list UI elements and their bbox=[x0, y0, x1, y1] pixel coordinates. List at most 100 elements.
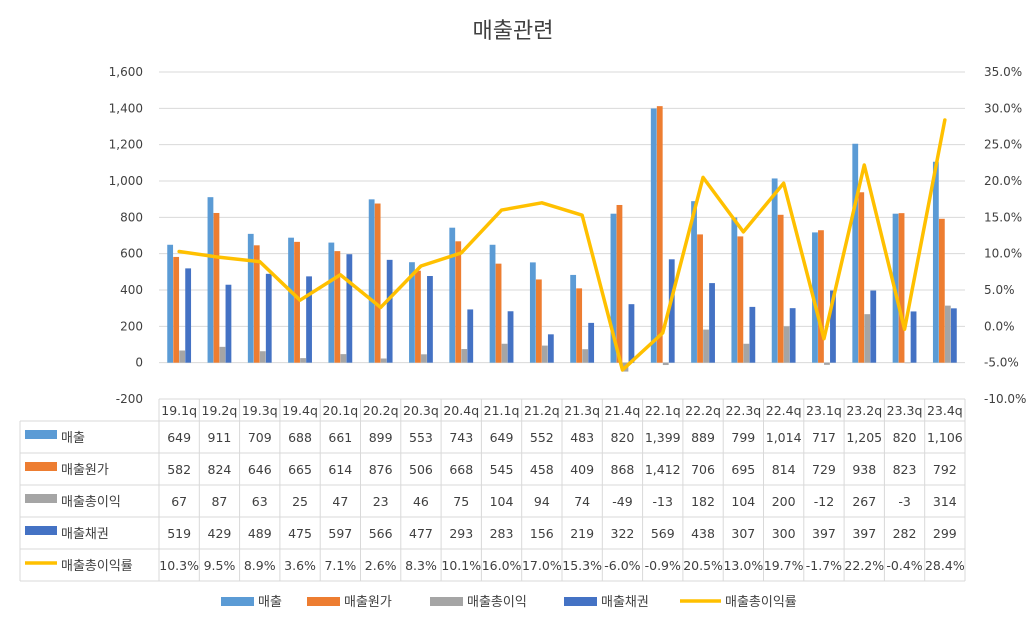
legend: 매출 매출원가 매출총이익 매출채권 매출총이익률 bbox=[221, 595, 797, 610]
table-cell: 1,399 bbox=[645, 430, 681, 445]
bar-3-19.4q bbox=[300, 358, 306, 363]
table-cell: 322 bbox=[611, 526, 635, 541]
bar-1-21.3q bbox=[570, 274, 577, 363]
table-cell: 8.9% bbox=[244, 558, 276, 573]
bar-3-19.3q bbox=[259, 351, 266, 363]
table-cell: 13.0% bbox=[723, 558, 763, 573]
bar-2-22.4q bbox=[777, 214, 784, 363]
table-cell: 1,412 bbox=[645, 462, 681, 477]
legend-key-4 bbox=[564, 597, 597, 606]
table-cell: 219 bbox=[570, 526, 594, 541]
table-cell: 475 bbox=[288, 526, 312, 541]
bar-3-23.4q bbox=[944, 305, 951, 363]
category-label: 19.4q bbox=[282, 403, 318, 418]
category-label: 20.1q bbox=[322, 403, 358, 418]
y-tick-label: 800 bbox=[120, 210, 143, 224]
legend-label: 매출채권 bbox=[601, 595, 649, 610]
y-tick-label: 600 bbox=[120, 247, 143, 261]
data-table: 19.1q 19.2q 19.3q 19.4q 20.1q 20.2q 20.3q 20.4q… bbox=[19, 398, 966, 582]
bar-2-20.4q bbox=[455, 241, 462, 363]
table-cell: 569 bbox=[651, 526, 675, 541]
table-cell: 614 bbox=[328, 462, 352, 477]
bar-4-21.3q bbox=[588, 322, 595, 363]
table-cell: 156 bbox=[530, 526, 554, 541]
y-tick-label: 1,400 bbox=[109, 101, 143, 115]
table-key-4 bbox=[25, 526, 57, 535]
table-row-label: 매출채권 bbox=[61, 527, 109, 542]
bar-3-20.2q bbox=[380, 358, 387, 363]
bar-3-19.1q bbox=[179, 350, 186, 363]
bar-4-22.3q bbox=[749, 306, 756, 363]
table-cell: 16.0% bbox=[482, 558, 522, 573]
profit-margin-line bbox=[177, 118, 947, 372]
table-cell: 1,014 bbox=[766, 430, 802, 445]
legend-label: 매출 bbox=[258, 595, 282, 610]
bar-1-22.1q bbox=[650, 108, 657, 363]
table-cell: 597 bbox=[328, 526, 352, 541]
table-cell: -0.9% bbox=[645, 558, 681, 573]
table-cell: 409 bbox=[570, 462, 594, 477]
bar-3-20.1q bbox=[340, 354, 347, 363]
table-cell: 46 bbox=[413, 494, 429, 509]
table-cell: 566 bbox=[369, 526, 393, 541]
table-cell: 438 bbox=[691, 526, 715, 541]
table-cell: 824 bbox=[208, 462, 232, 477]
table-cell: 553 bbox=[409, 430, 433, 445]
bar-1-20.3q bbox=[409, 262, 415, 363]
category-label: 22.4q bbox=[766, 403, 802, 418]
bar-2-23.4q bbox=[938, 218, 945, 363]
bar-3-21.2q bbox=[541, 345, 548, 363]
table-cell: 911 bbox=[208, 430, 232, 445]
bar-3-22.3q bbox=[743, 343, 750, 363]
table-cell: 820 bbox=[893, 430, 917, 445]
bar-1-21.4q bbox=[610, 213, 617, 363]
table-cell: 489 bbox=[248, 526, 272, 541]
table-cell: 506 bbox=[409, 462, 433, 477]
table-cell: 743 bbox=[449, 430, 473, 445]
table-key-2 bbox=[25, 462, 57, 471]
table-cell: 938 bbox=[852, 462, 876, 477]
bar-2-20.2q bbox=[374, 203, 381, 363]
bar-3-22.2q bbox=[703, 329, 709, 363]
category-label: 23.1q bbox=[806, 403, 842, 418]
bar-4-22.4q bbox=[789, 308, 796, 363]
bar-1-21.1q bbox=[489, 244, 496, 363]
table-cell: 28.4% bbox=[925, 558, 965, 573]
bar-3-20.3q bbox=[421, 354, 427, 363]
category-label: 20.3q bbox=[403, 403, 439, 418]
y2-tick-label: 15.0% bbox=[984, 210, 1022, 224]
bar-2-21.2q bbox=[535, 279, 542, 363]
y-tick-label: 0 bbox=[135, 356, 143, 370]
bar-1-19.4q bbox=[288, 237, 294, 363]
table-row-label: 매출원가 bbox=[61, 463, 109, 478]
table-cell: 665 bbox=[288, 462, 312, 477]
bar-3-21.1q bbox=[501, 343, 508, 363]
chart-title: 매출관련 bbox=[473, 19, 554, 44]
table-cell: 1,106 bbox=[927, 430, 963, 445]
table-cell: 799 bbox=[731, 430, 755, 445]
table-cell: 87 bbox=[211, 494, 227, 509]
bar-3-22.4q bbox=[783, 326, 790, 363]
table-cell: 545 bbox=[490, 462, 514, 477]
y2-tick-label: 10.0% bbox=[984, 247, 1022, 261]
table-cell: 104 bbox=[490, 494, 514, 509]
legend-label: 매출총이익률 bbox=[725, 595, 797, 610]
bar-2-19.4q bbox=[294, 241, 300, 363]
table-cell: 1,205 bbox=[846, 430, 882, 445]
category-label: 23.2q bbox=[846, 403, 882, 418]
table-cell: 397 bbox=[852, 526, 876, 541]
table-cell: 397 bbox=[812, 526, 836, 541]
bar-4-23.1q bbox=[830, 290, 836, 363]
table-cell: 717 bbox=[812, 430, 836, 445]
table-cell: 899 bbox=[369, 430, 393, 445]
y-axis-left: -200 0 200 400 600 800 1,000 1,200 1,400 1,600 bbox=[109, 65, 143, 406]
table-cell: 429 bbox=[208, 526, 232, 541]
bar-4-20.3q bbox=[427, 276, 433, 363]
table-cell: 483 bbox=[570, 430, 594, 445]
bar-4-23.3q bbox=[910, 311, 917, 363]
bar-2-19.3q bbox=[253, 245, 260, 363]
bar-4-19.4q bbox=[306, 276, 312, 363]
bar-2-21.3q bbox=[576, 288, 583, 363]
legend-key-2 bbox=[307, 597, 340, 606]
